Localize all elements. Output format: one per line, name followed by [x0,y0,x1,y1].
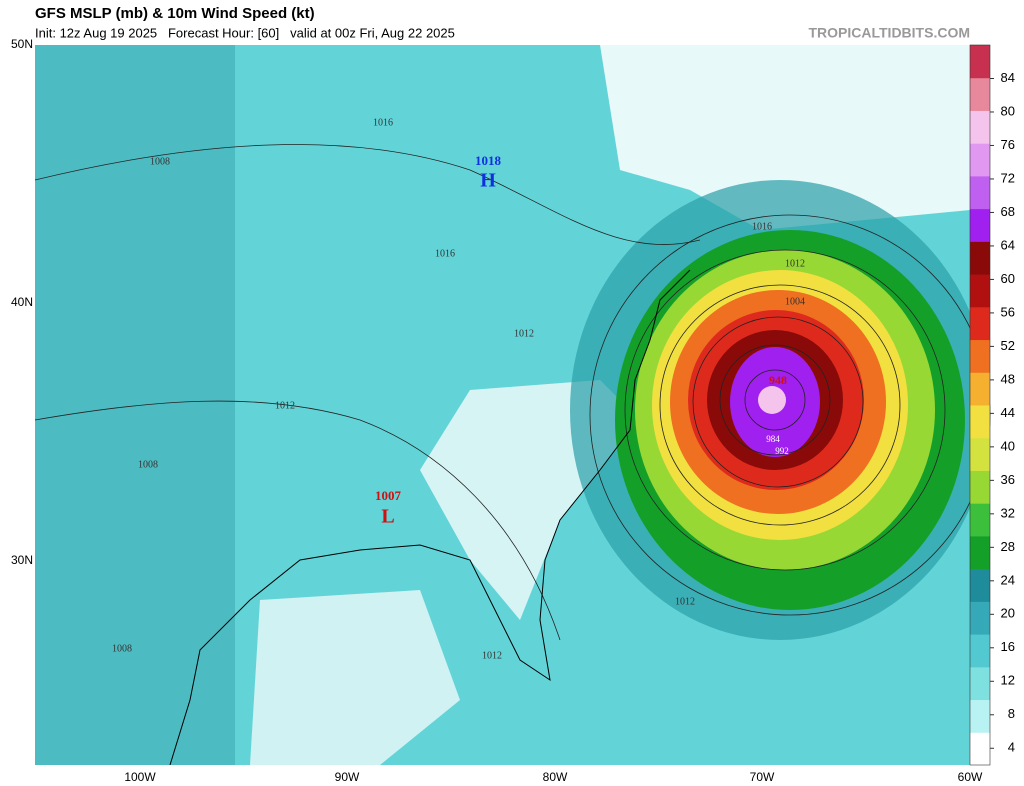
colorbar-bin [970,274,990,308]
colorbar-bin [970,437,990,471]
colorbar-tick-label: 4 [1008,740,1015,755]
pressure-label: 1016 [752,221,772,232]
colorbar-tick-label: 80 [1001,103,1015,118]
storm-eye [758,386,786,414]
lat-label: 40N [11,295,33,309]
lon-label: 80W [543,770,568,784]
colorbar-tick-label: 16 [1001,639,1015,654]
colorbar-bin [970,568,990,602]
pressure-label: 948 [769,373,787,387]
colorbar-bin [970,110,990,144]
pressure-label: 1012 [785,258,805,269]
colorbar-tick-label: 52 [1001,338,1015,353]
colorbar-tick-label: 40 [1001,438,1015,453]
subtitle: Init: 12z Aug 19 2025 Forecast Hour: [60… [35,25,455,40]
colorbar-bin [970,208,990,242]
pressure-label: 1012 [482,650,502,661]
colorbar-tick-label: 76 [1001,137,1015,152]
colorbar-bin [970,306,990,341]
colorbar-tick-label: 64 [1001,237,1015,252]
title: GFS MSLP (mb) & 10m Wind Speed (kt) [35,5,315,22]
watermark: TROPICALTIDBITS.COM [808,25,970,41]
pressure-label: 1012 [275,400,295,411]
colorbar-tick-label: 8 [1008,706,1015,721]
colorbar-bin [970,535,990,570]
colorbar-tick-label: 20 [1001,606,1015,621]
pressure-label: 992 [775,446,789,456]
pressure-label: 1016 [435,248,455,259]
colorbar-bin [970,732,990,766]
colorbar-tick-label: 56 [1001,304,1015,319]
colorbar-bin [970,175,990,210]
colorbar-tick-label: 84 [1001,70,1015,85]
pressure-label: 1016 [373,117,393,128]
pressure-label: L [381,506,394,528]
pressure-label: 1008 [112,643,132,654]
pressure-label: 1008 [138,459,158,470]
colorbar-bin [970,601,990,635]
map-area [34,45,991,766]
pressure-label: 1004 [785,296,805,307]
isobars [34,144,991,641]
colorbar-tick-label: 44 [1001,405,1015,420]
colorbar-tick-label: 48 [1001,371,1015,386]
lat-label: 30N [11,553,33,567]
colorbar-tick-label: 72 [1001,170,1015,185]
colorbar-bin [970,699,990,733]
colorbar-bin [970,339,990,373]
calm-region [250,590,460,765]
lon-label: 100W [124,770,156,784]
colorbar-bin [970,241,990,275]
colorbar-tick-label: 68 [1001,204,1015,219]
lon-label: 70W [750,770,775,784]
pressure-label: H [480,170,496,192]
colorbar-tick-label: 24 [1001,572,1015,587]
colorbar-tick-label: 28 [1001,539,1015,554]
calm-region [600,45,970,230]
colorbar-bin [970,77,990,111]
pressure-label: 1012 [675,596,695,607]
colorbar-bin [970,143,990,177]
colorbar-bin [970,372,990,406]
western-terrain [35,45,235,765]
colorbar-bin [970,503,990,537]
lon-label: 60W [958,770,983,784]
pressure-label: 1012 [514,328,534,339]
pressure-label: 1008 [150,156,170,167]
colorbar-frame [969,44,991,766]
colorbar-bin [970,405,990,439]
pressure-label: 984 [766,434,780,444]
coastline [169,269,691,766]
pressure-label: 1007 [375,488,402,503]
colorbar-tick-label: 60 [1001,271,1015,286]
colorbar-tick-label: 36 [1001,472,1015,487]
colorbar-tick-label: 12 [1001,673,1015,688]
lat-label: 50N [11,37,33,51]
colorbar-bin [970,666,990,701]
colorbar-bin [970,470,990,504]
lon-label: 90W [335,770,360,784]
colorbar-tick-label: 32 [1001,505,1015,520]
colorbar-bin [970,45,990,79]
pressure-label: 1018 [475,153,502,168]
colorbar-bin [970,634,990,668]
